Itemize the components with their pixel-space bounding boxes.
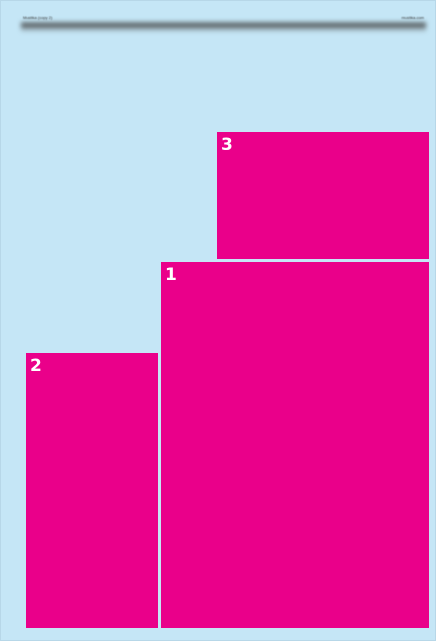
header-left-text: Mustika (copy 2) (23, 15, 53, 20)
block-1-label: 1 (165, 265, 177, 285)
block-3-label: 3 (221, 135, 233, 155)
block-2[interactable]: 2 (26, 353, 158, 628)
header-right-text: mustika.com (401, 15, 424, 20)
block-2-label: 2 (30, 356, 42, 376)
block-3[interactable]: 3 (217, 132, 429, 259)
page-header: Mustika (copy 2) mustika.com (21, 15, 426, 39)
header-rule (21, 22, 426, 32)
block-1[interactable]: 1 (161, 262, 429, 628)
